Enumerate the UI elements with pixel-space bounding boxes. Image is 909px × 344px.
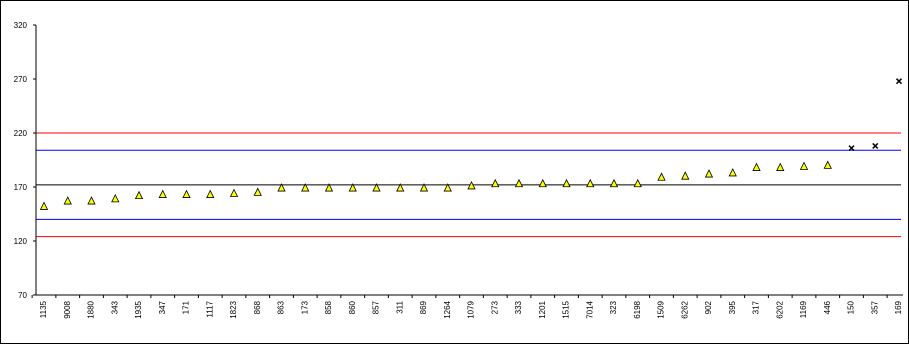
- data-points: [39, 78, 903, 210]
- reference-lines: [36, 132, 901, 238]
- y-tick-label: 120: [14, 237, 28, 246]
- data-point-triangle: [253, 187, 262, 196]
- x-stroke: [872, 142, 879, 149]
- data-point-triangle: [823, 160, 832, 169]
- data-point-triangle: [704, 169, 714, 178]
- data-point-x: [872, 142, 879, 149]
- data-point-triangle: [324, 183, 334, 192]
- data-point-triangle: [206, 189, 215, 198]
- x-tick-label: 1935: [134, 300, 143, 318]
- x-tick-label: 150: [847, 300, 856, 314]
- data-point-triangle: [348, 183, 357, 192]
- data-point-triangle: [776, 162, 785, 171]
- x-stroke: [895, 78, 903, 85]
- data-point-triangle: [229, 188, 239, 197]
- axes: [35, 25, 903, 296]
- x-tick-label: 1264: [443, 300, 452, 318]
- x-tick-label: 857: [372, 300, 381, 314]
- x-tick-label: 446: [823, 300, 832, 314]
- data-point-triangle: [372, 183, 381, 192]
- y-axis-ticks: 70 120 170 220 270 320: [14, 21, 36, 300]
- x-tick-label: 1117: [205, 300, 214, 317]
- x-tick-label: 1169: [799, 300, 808, 318]
- x-tick-label: 1880: [87, 300, 96, 318]
- y-tick-label: 320: [14, 21, 28, 30]
- x-tick-label: 1201: [538, 300, 547, 318]
- x-tick-label: 1823: [229, 300, 238, 318]
- x-tick-label: 173: [300, 300, 309, 314]
- x-tick-label: 317: [752, 300, 761, 314]
- x-stroke: [848, 145, 855, 152]
- x-tick-label: 311: [395, 300, 404, 313]
- x-tick-label: 863: [277, 300, 286, 314]
- data-point-triangle: [39, 201, 49, 210]
- y-tick-label: 220: [14, 129, 28, 138]
- y-tick-label: 70: [18, 291, 27, 300]
- x-tick-label: 6198: [633, 300, 642, 318]
- data-point-triangle: [752, 162, 761, 171]
- x-tick-label: 1509: [657, 300, 666, 318]
- data-point-triangle: [586, 178, 595, 188]
- data-point-triangle: [443, 183, 452, 192]
- x-tick-label: 868: [253, 300, 262, 314]
- x-tick-label: 902: [704, 300, 713, 314]
- data-point-triangle: [538, 178, 547, 188]
- data-point-triangle: [277, 183, 286, 192]
- x-tick-label: 1079: [467, 300, 476, 318]
- data-point-triangle: [609, 178, 619, 188]
- data-point-triangle: [514, 178, 524, 188]
- x-tick-label: 343: [110, 300, 119, 314]
- data-point-triangle: [728, 168, 737, 177]
- data-point-triangle: [111, 193, 120, 203]
- data-point-triangle: [681, 171, 690, 180]
- x-tick-label: 169: [894, 300, 903, 314]
- data-point-triangle: [396, 183, 405, 192]
- x-tick-label: 9008: [63, 300, 72, 318]
- x-tick-label: 6202: [775, 300, 784, 318]
- x-tick-label: 6262: [680, 300, 689, 318]
- x-tick-label: 858: [324, 300, 333, 314]
- x-tick-label: 869: [419, 300, 428, 314]
- data-point-x: [848, 145, 855, 152]
- x-tick-label: 395: [728, 300, 737, 314]
- x-tick-label: 273: [490, 300, 499, 314]
- y-tick-label: 170: [14, 183, 28, 192]
- data-point-triangle: [158, 189, 167, 198]
- data-point-triangle: [491, 178, 500, 188]
- data-point-triangle: [467, 181, 476, 190]
- data-point-triangle: [63, 196, 72, 205]
- data-point-triangle: [633, 178, 642, 188]
- x-tick-label: 1135: [39, 300, 48, 318]
- data-point-triangle: [562, 178, 571, 188]
- data-point-x: [895, 78, 903, 85]
- x-tick-label: 7014: [585, 300, 594, 318]
- data-point-triangle: [657, 172, 666, 181]
- data-point-triangle: [87, 196, 96, 205]
- x-axis-ticks: 1135 9008 1880 343 1935 347 171 1117 1823 868 863 1…: [31, 295, 903, 319]
- data-point-triangle: [182, 189, 191, 198]
- y-tick-label: 270: [14, 75, 28, 84]
- data-point-triangle: [301, 183, 310, 192]
- data-point-triangle: [799, 161, 809, 170]
- x-tick-label: 347: [158, 300, 167, 314]
- data-point-triangle: [419, 183, 429, 192]
- x-tick-label: 323: [609, 300, 618, 314]
- x-tick-label: 171: [182, 300, 191, 314]
- x-tick-label: 1515: [562, 300, 571, 318]
- x-tick-label: 333: [514, 300, 523, 314]
- x-tick-label: 357: [870, 300, 879, 314]
- data-point-triangle: [134, 190, 144, 200]
- x-tick-label: 860: [348, 300, 357, 314]
